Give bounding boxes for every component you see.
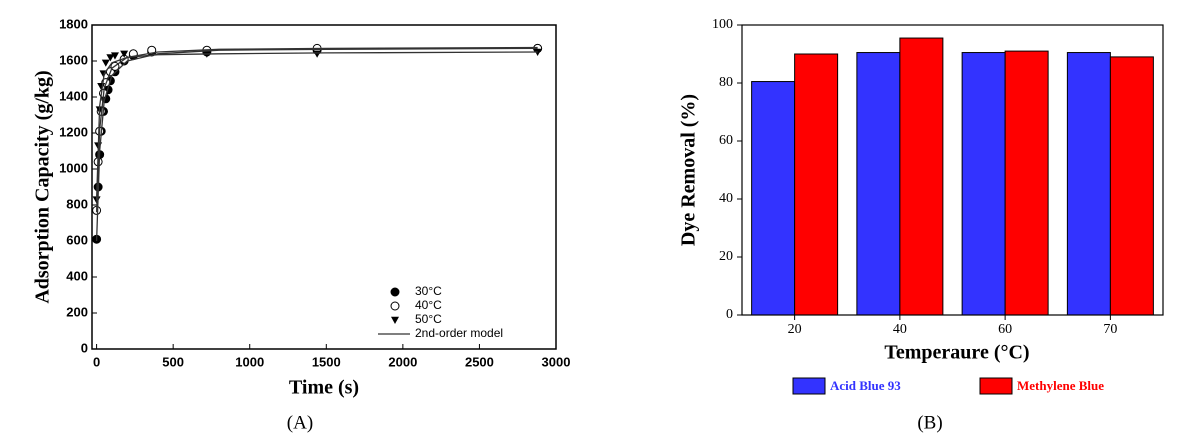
- y-tick-label: 400: [66, 268, 88, 283]
- marker: [106, 54, 115, 62]
- x-tick-label: 60: [998, 322, 1012, 337]
- legend-marker: [390, 287, 400, 297]
- x-tick-label: 1000: [235, 354, 264, 369]
- y-tick-label: 1000: [59, 160, 88, 175]
- bar: [1004, 50, 1049, 316]
- bar: [751, 81, 796, 316]
- x-axis-label: Temperaure (°C): [884, 342, 1029, 364]
- y-tick-label: 0: [81, 340, 88, 355]
- y-tick-label: 600: [66, 232, 88, 247]
- legend-label: Methylene Blue: [1017, 378, 1104, 393]
- legend-label: Acid Blue 93: [830, 378, 901, 393]
- legend-marker: [390, 301, 400, 311]
- bar: [899, 37, 944, 316]
- y-tick-label: 60: [719, 133, 733, 148]
- y-tick-label: 80: [719, 75, 733, 90]
- marker: [120, 50, 129, 58]
- model-curve: [95, 46, 538, 213]
- legend-label: 50°C: [415, 312, 442, 326]
- bar: [794, 53, 839, 316]
- y-tick-label: 20: [719, 249, 733, 264]
- y-tick-label: 800: [66, 196, 88, 211]
- x-tick-label: 3000: [542, 354, 571, 369]
- marker: [101, 59, 110, 67]
- x-axis-label: Time (s): [289, 377, 359, 399]
- x-tick-label: 1500: [312, 354, 341, 369]
- bar: [961, 52, 1006, 316]
- model-curve: [95, 47, 538, 242]
- legend-swatch: [979, 377, 1013, 395]
- y-tick-label: 0: [726, 307, 733, 322]
- legend-swatch: [792, 377, 826, 395]
- y-axis-label: Dye Removal (%): [678, 94, 700, 246]
- y-tick-label: 1400: [59, 88, 88, 103]
- plot-frame: [91, 24, 557, 350]
- x-tick-label: 2000: [388, 354, 417, 369]
- x-tick-label: 40: [893, 322, 907, 337]
- legend-label: 30°C: [415, 284, 442, 298]
- y-tick-label: 1600: [59, 52, 88, 67]
- plot-frame: [741, 24, 1164, 316]
- bar: [1066, 52, 1111, 316]
- y-tick-label: 200: [66, 304, 88, 319]
- x-tick-label: 2500: [465, 354, 494, 369]
- bar: [1109, 56, 1154, 316]
- bar: [856, 52, 901, 316]
- y-tick-label: 40: [719, 191, 733, 206]
- marker: [313, 50, 322, 58]
- y-tick-label: 100: [712, 17, 733, 32]
- panel-label: (B): [917, 412, 942, 433]
- legend-label: 40°C: [415, 298, 442, 312]
- model-curve: [95, 51, 538, 200]
- legend-marker: [391, 316, 399, 324]
- marker: [110, 52, 119, 60]
- x-tick-label: 0: [93, 354, 100, 369]
- legend-label: 2nd-order model: [415, 326, 503, 340]
- x-tick-label: 500: [162, 354, 184, 369]
- x-tick-label: 70: [1103, 322, 1117, 337]
- y-axis-label: Adsorption Capacity (g/kg): [32, 70, 54, 303]
- y-tick-label: 1200: [59, 124, 88, 139]
- x-tick-label: 20: [788, 322, 802, 337]
- panel-label: (A): [287, 412, 313, 433]
- y-tick-label: 1800: [59, 16, 88, 31]
